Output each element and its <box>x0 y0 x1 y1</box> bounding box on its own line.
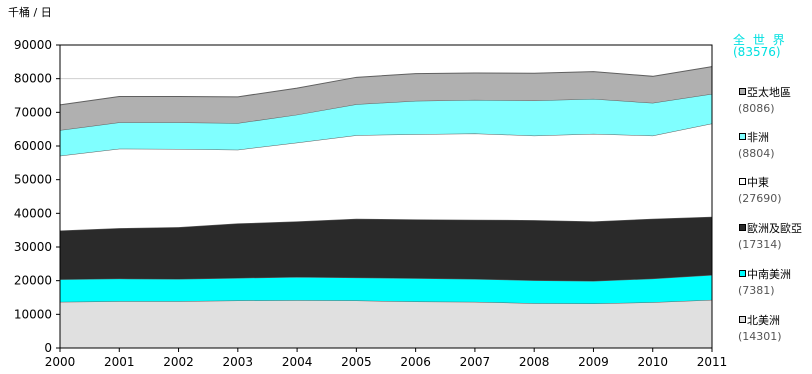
world-total-value: (83576) <box>733 45 781 59</box>
legend-swatch <box>739 178 746 185</box>
y-tick-label: 40000 <box>14 206 52 220</box>
y-tick-label: 90000 <box>14 38 52 52</box>
legend-label: 亞太地區 <box>747 86 791 99</box>
x-tick-label: 2008 <box>519 355 550 369</box>
legend-swatch <box>739 224 746 231</box>
legend-label: 非洲 <box>747 131 769 144</box>
legend-value: (14301) <box>738 330 782 343</box>
legend-swatch <box>739 270 746 277</box>
legend-swatch <box>739 88 746 95</box>
x-tick-label: 2004 <box>282 355 313 369</box>
legend-label: 北美洲 <box>747 314 780 327</box>
plot-frame <box>59 44 713 349</box>
area-series-5 <box>60 66 712 131</box>
y-tick-label: 0 <box>44 341 52 355</box>
y-axis-unit-label: 千桶 / 日 <box>8 6 52 19</box>
x-tick-label: 2009 <box>578 355 609 369</box>
legend-value: (27690) <box>738 192 782 205</box>
x-tick-label: 2010 <box>637 355 668 369</box>
legend-label: 歐洲及歐亞 <box>747 222 802 235</box>
x-tick-label: 2003 <box>223 355 254 369</box>
y-tick-label: 10000 <box>14 307 52 321</box>
area-series-1 <box>60 275 712 304</box>
y-tick-label: 20000 <box>14 274 52 288</box>
legend-value: (8086) <box>738 102 775 115</box>
x-tick-label: 2011 <box>697 355 728 369</box>
x-tick-label: 2007 <box>460 355 491 369</box>
legend-label: 中東 <box>747 176 769 189</box>
legend-swatch <box>739 133 746 140</box>
legend-value: (7381) <box>738 284 775 297</box>
legend-value: (17314) <box>738 238 782 251</box>
area-series-4 <box>60 93 712 156</box>
y-tick-label: 70000 <box>14 105 52 119</box>
area-series-3 <box>60 123 712 231</box>
area-series-0 <box>60 299 712 348</box>
legend-swatch <box>739 316 746 323</box>
y-tick-label: 80000 <box>14 72 52 86</box>
x-tick-label: 2001 <box>104 355 135 369</box>
y-tick-label: 50000 <box>14 173 52 187</box>
x-tick-label: 2005 <box>341 355 372 369</box>
area-series-2 <box>60 216 712 282</box>
y-tick-label: 30000 <box>14 240 52 254</box>
legend-label: 中南美洲 <box>747 268 791 281</box>
x-tick-label: 2000 <box>45 355 76 369</box>
x-tick-label: 2002 <box>163 355 194 369</box>
legend-value: (8804) <box>738 147 775 160</box>
x-tick-label: 2006 <box>400 355 431 369</box>
area-series-outline <box>59 66 713 106</box>
y-tick-label: 60000 <box>14 139 52 153</box>
world-total-title: 全 世 界 <box>733 33 787 47</box>
